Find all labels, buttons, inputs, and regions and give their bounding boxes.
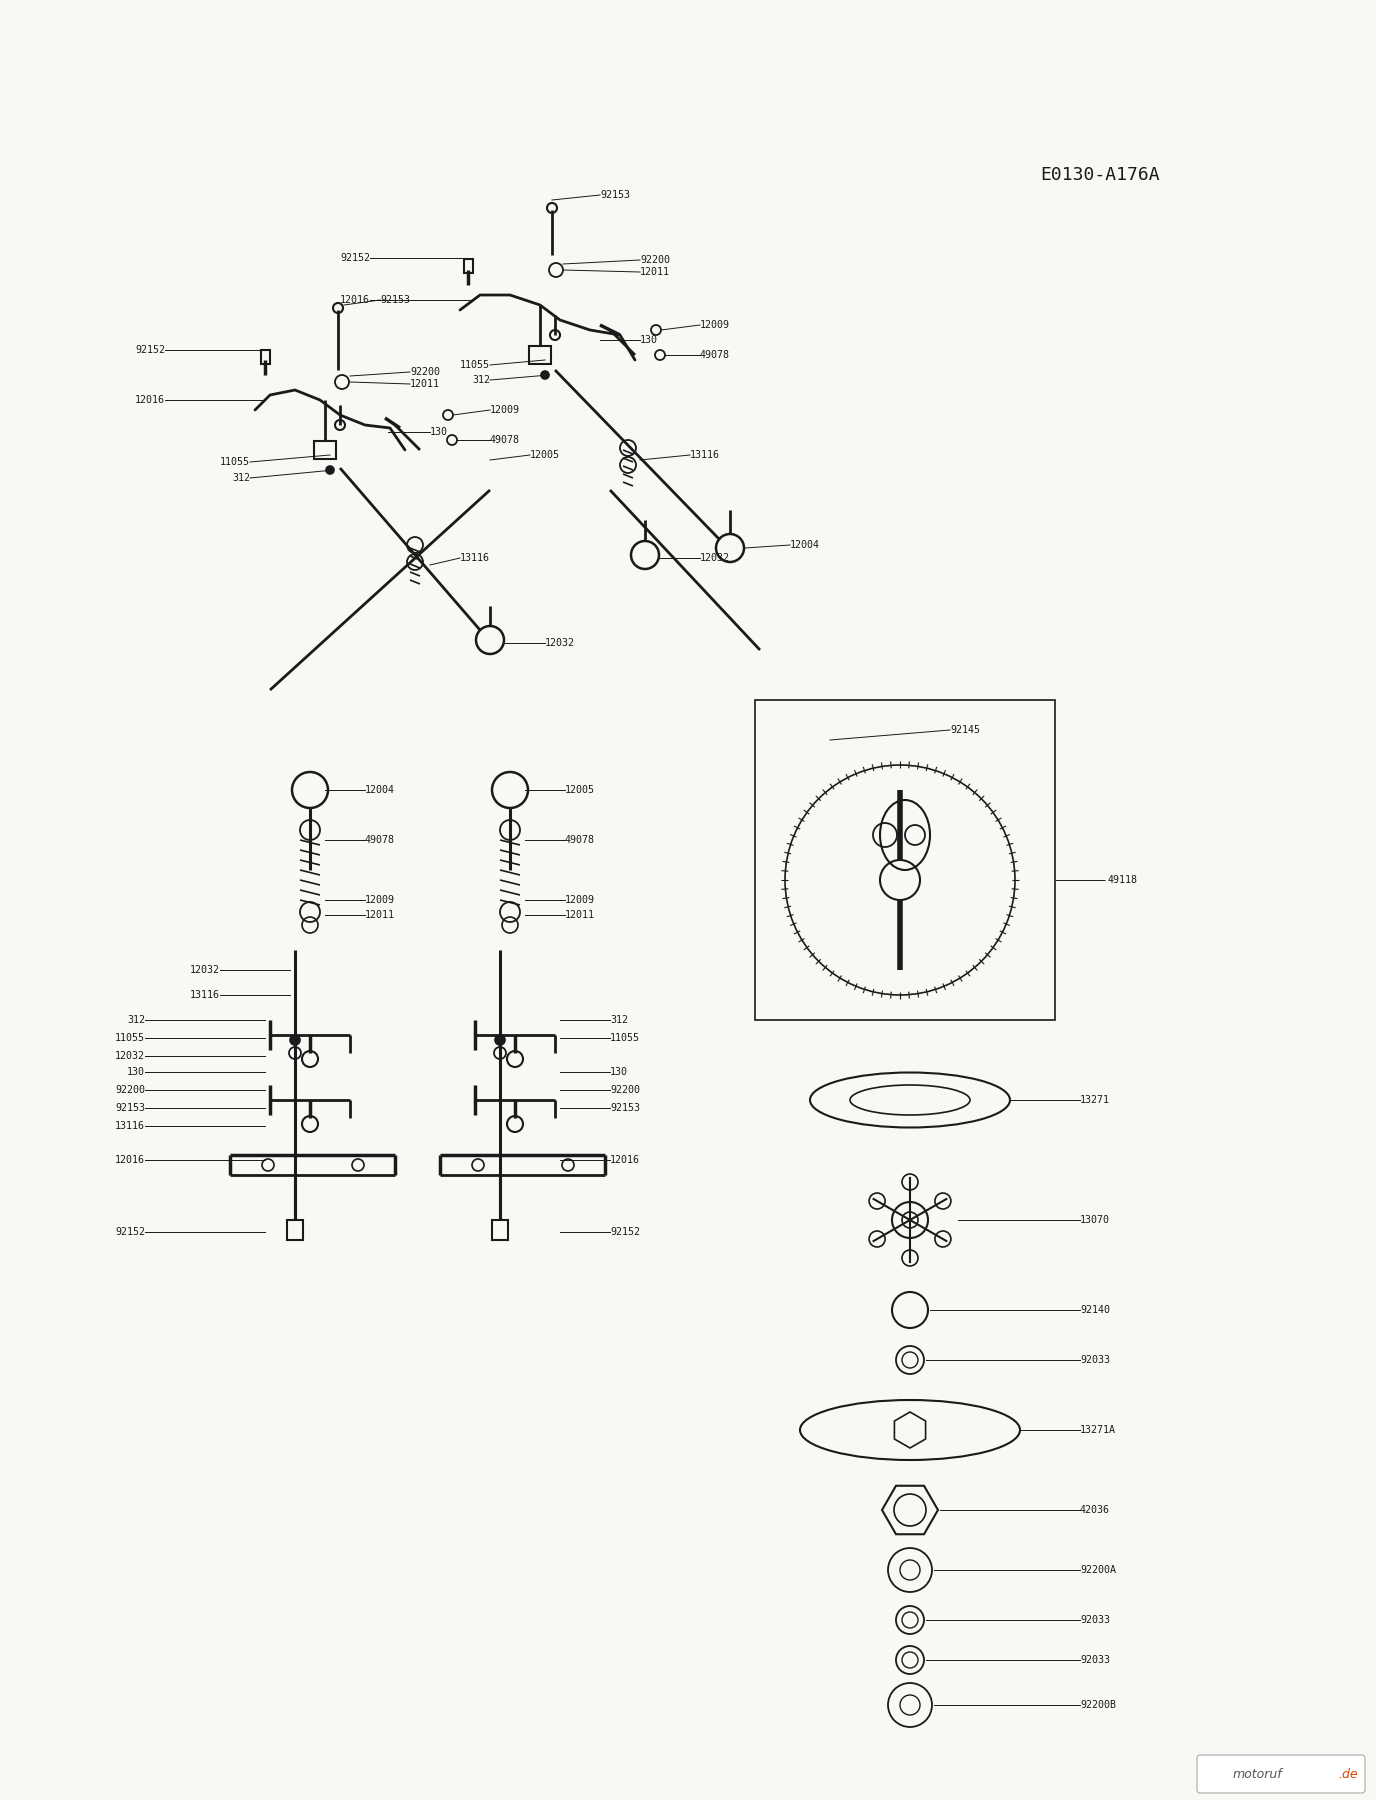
Text: 42036: 42036: [1080, 1505, 1110, 1516]
Text: 12009: 12009: [365, 895, 395, 905]
Text: 13271A: 13271A: [1080, 1426, 1116, 1435]
Text: 13271: 13271: [1080, 1094, 1110, 1105]
Text: 92200: 92200: [640, 256, 670, 265]
Text: 92153: 92153: [610, 1103, 640, 1112]
Text: 312: 312: [127, 1015, 144, 1024]
Text: 92033: 92033: [1080, 1615, 1110, 1625]
Bar: [755, 700, 1055, 1021]
Text: 92200: 92200: [410, 367, 440, 376]
Text: 13070: 13070: [1080, 1215, 1110, 1226]
Text: 13116: 13116: [460, 553, 490, 563]
Text: 312: 312: [233, 473, 250, 482]
Circle shape: [541, 371, 549, 380]
Bar: [288, 1220, 303, 1240]
Text: 12005: 12005: [530, 450, 560, 461]
Text: 12009: 12009: [566, 895, 594, 905]
Text: 49078: 49078: [365, 835, 395, 844]
Text: 92140: 92140: [1080, 1305, 1110, 1316]
Text: .de: .de: [1339, 1768, 1358, 1780]
FancyBboxPatch shape: [1197, 1755, 1365, 1793]
Text: 12004: 12004: [790, 540, 820, 551]
Text: 92200B: 92200B: [1080, 1699, 1116, 1710]
Text: 312: 312: [472, 374, 490, 385]
Text: 12016: 12016: [135, 394, 165, 405]
Bar: [464, 259, 472, 274]
Text: 92153: 92153: [116, 1103, 144, 1112]
Text: 130: 130: [640, 335, 658, 346]
Text: 12009: 12009: [700, 320, 731, 329]
Text: 12032: 12032: [700, 553, 731, 563]
Text: 92200A: 92200A: [1080, 1564, 1116, 1575]
Text: 13116: 13116: [116, 1121, 144, 1130]
Text: 49078: 49078: [700, 349, 731, 360]
Text: 12009: 12009: [490, 405, 520, 416]
Text: 12004: 12004: [365, 785, 395, 796]
Text: 92200: 92200: [610, 1085, 640, 1094]
Text: 130: 130: [127, 1067, 144, 1076]
Bar: [314, 441, 336, 459]
Text: 13116: 13116: [190, 990, 220, 1001]
Text: 92200: 92200: [116, 1085, 144, 1094]
Text: 49118: 49118: [1108, 875, 1138, 886]
Text: 11055: 11055: [220, 457, 250, 466]
Bar: [528, 346, 550, 364]
Text: 12032: 12032: [190, 965, 220, 976]
Circle shape: [326, 466, 334, 473]
Text: 92152: 92152: [340, 254, 370, 263]
Circle shape: [290, 1035, 300, 1046]
Text: 11055: 11055: [460, 360, 490, 371]
Text: E0130-A176A: E0130-A176A: [1040, 166, 1160, 184]
Text: 92033: 92033: [1080, 1654, 1110, 1665]
Text: 12011: 12011: [640, 266, 670, 277]
Text: 12016: 12016: [340, 295, 370, 304]
Text: 13116: 13116: [689, 450, 720, 461]
Text: 92145: 92145: [949, 725, 980, 734]
Text: 12032: 12032: [545, 637, 575, 648]
Text: 92033: 92033: [1080, 1355, 1110, 1364]
Text: 11055: 11055: [116, 1033, 144, 1042]
Text: 92152: 92152: [135, 346, 165, 355]
Text: 312: 312: [610, 1015, 627, 1024]
Text: 92152: 92152: [610, 1228, 640, 1237]
Text: 49078: 49078: [490, 436, 520, 445]
Text: 92153: 92153: [380, 295, 410, 304]
Text: 130: 130: [610, 1067, 627, 1076]
Text: motoruf: motoruf: [1233, 1768, 1282, 1780]
Text: 12016: 12016: [610, 1156, 640, 1165]
Circle shape: [495, 1035, 505, 1046]
Text: 12032: 12032: [116, 1051, 144, 1060]
Bar: [493, 1220, 508, 1240]
Bar: [260, 349, 270, 364]
Text: 92153: 92153: [600, 191, 630, 200]
Text: 130: 130: [429, 427, 449, 437]
Text: 12005: 12005: [566, 785, 594, 796]
Text: 12011: 12011: [365, 911, 395, 920]
Text: 49078: 49078: [566, 835, 594, 844]
Text: 92152: 92152: [116, 1228, 144, 1237]
Text: 12011: 12011: [410, 380, 440, 389]
Text: 11055: 11055: [610, 1033, 640, 1042]
Text: 12016: 12016: [116, 1156, 144, 1165]
Text: 12011: 12011: [566, 911, 594, 920]
